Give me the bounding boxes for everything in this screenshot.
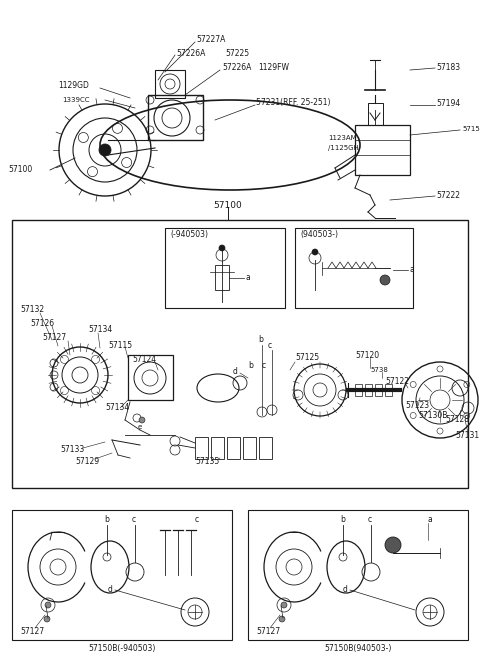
Text: 57226A: 57226A (176, 49, 205, 58)
Text: (940503-): (940503-) (300, 229, 338, 238)
Text: b: b (104, 516, 109, 524)
Circle shape (380, 275, 390, 285)
Text: d: d (343, 585, 348, 595)
Circle shape (139, 417, 145, 423)
Text: 57135: 57135 (195, 457, 219, 466)
Bar (227, 437, 240, 459)
Bar (248, 510, 468, 640)
Bar (165, 228, 285, 308)
Text: 1129GD: 1129GD (58, 81, 89, 89)
Text: 57125: 57125 (295, 353, 319, 363)
Text: 57222: 57222 (436, 191, 460, 200)
Circle shape (281, 602, 287, 608)
Text: a: a (245, 273, 250, 283)
Text: 57225: 57225 (225, 49, 249, 58)
Text: c: c (368, 516, 372, 524)
Text: /1125GH: /1125GH (328, 145, 359, 151)
Circle shape (312, 249, 318, 255)
Text: 57127: 57127 (256, 627, 280, 637)
Bar (215, 265, 229, 290)
Bar (368, 103, 383, 125)
Circle shape (219, 245, 225, 251)
Bar (375, 384, 382, 396)
Bar (295, 228, 413, 308)
Text: d: d (108, 585, 113, 595)
Text: 57194: 57194 (436, 99, 460, 108)
Text: 57150A: 57150A (462, 126, 480, 132)
Bar (243, 437, 256, 459)
Text: c: c (262, 361, 266, 371)
Text: 57100: 57100 (8, 166, 32, 175)
Text: b: b (340, 516, 345, 524)
Text: 57123: 57123 (405, 401, 429, 409)
Bar (148, 95, 203, 140)
Text: 57134: 57134 (105, 403, 129, 411)
Text: 57122: 57122 (385, 378, 409, 386)
Text: 57128: 57128 (445, 415, 469, 424)
Text: 57132: 57132 (20, 306, 44, 315)
Bar (355, 384, 362, 396)
Bar (12, 510, 232, 640)
Text: 57124: 57124 (132, 355, 156, 365)
Bar (385, 384, 392, 396)
Text: 57130B: 57130B (418, 411, 447, 420)
Circle shape (45, 602, 51, 608)
Text: 57129: 57129 (75, 457, 99, 466)
Bar (128, 355, 173, 400)
Text: 57231(RFF. 25-251): 57231(RFF. 25-251) (256, 99, 331, 108)
Text: 1129FW: 1129FW (258, 64, 289, 72)
Bar (12, 220, 468, 488)
Text: 57226A: 57226A (222, 64, 252, 72)
Text: e: e (138, 424, 142, 430)
Circle shape (279, 616, 285, 622)
Text: 57115: 57115 (108, 340, 132, 350)
Text: a: a (428, 516, 433, 524)
Text: c: c (195, 516, 199, 524)
Text: 57126: 57126 (30, 319, 54, 327)
Text: 57100: 57100 (214, 200, 242, 210)
Text: 5738: 5738 (370, 367, 388, 373)
Text: b: b (258, 336, 263, 344)
Text: (-940503): (-940503) (170, 229, 208, 238)
Bar (155, 70, 185, 98)
Bar (195, 437, 208, 459)
Text: 1339CC: 1339CC (62, 97, 89, 103)
Text: 57127: 57127 (42, 334, 66, 342)
Circle shape (44, 616, 50, 622)
Text: 57131: 57131 (455, 430, 479, 440)
Text: c: c (268, 340, 272, 350)
Text: 57120: 57120 (355, 350, 379, 359)
Text: 57150B(940503-): 57150B(940503-) (324, 643, 392, 652)
Bar (259, 437, 272, 459)
Text: a: a (409, 265, 414, 275)
Text: 57133: 57133 (60, 445, 84, 455)
Text: 57134: 57134 (88, 325, 112, 334)
Circle shape (99, 144, 111, 156)
Text: c: c (132, 516, 136, 524)
Text: b: b (248, 361, 253, 371)
Text: 57227A: 57227A (196, 35, 226, 45)
Text: 1123AM: 1123AM (328, 135, 357, 141)
Text: 57150B(-940503): 57150B(-940503) (88, 643, 156, 652)
Text: 57127: 57127 (20, 627, 44, 637)
Bar (355, 125, 410, 175)
Bar (365, 384, 372, 396)
Text: 57183: 57183 (436, 62, 460, 72)
Text: d: d (233, 367, 238, 376)
Bar (211, 437, 224, 459)
Circle shape (385, 537, 401, 553)
